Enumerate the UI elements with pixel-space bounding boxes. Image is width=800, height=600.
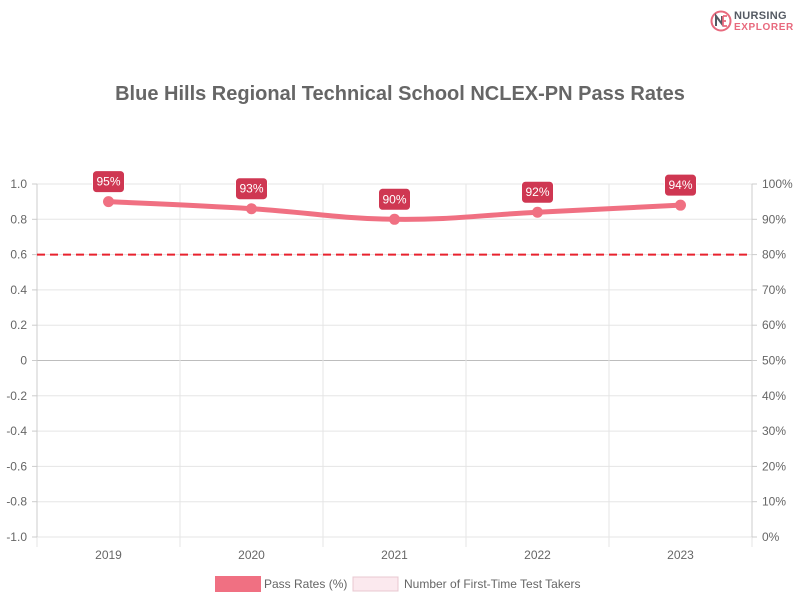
pass-rate-point[interactable] xyxy=(389,213,400,225)
y-left-tick-label: -0.4 xyxy=(6,424,27,438)
grid xyxy=(36,183,753,547)
data-label-badge xyxy=(378,187,411,211)
data-label-badge xyxy=(235,177,268,201)
y-left-tick-label: 1.0 xyxy=(10,177,27,191)
legend-swatch-pass-rates[interactable] xyxy=(215,576,261,592)
x-tick-label: 2023 xyxy=(667,548,694,562)
y-left-tick-label: -1.0 xyxy=(6,530,27,544)
legend-label-pass-rates[interactable]: Pass Rates (%) xyxy=(264,577,347,591)
axes: 1.0 100% 0.8 90% 0.6 80% 0.4 70% 0.2 60% 0 50% -0.2 4… xyxy=(6,177,793,562)
series-layer xyxy=(103,196,686,225)
data-label: 93% xyxy=(239,182,263,196)
y-left-tick-label: 0 xyxy=(20,354,27,368)
y-right-tick-label: 40% xyxy=(762,389,786,403)
y-right-tick-label: 0% xyxy=(762,530,780,544)
brand-name-top: NURSING xyxy=(734,10,787,22)
pass-rate-point[interactable] xyxy=(103,196,114,208)
y-left-tick-label: 0.2 xyxy=(10,318,27,332)
pass-rate-point[interactable] xyxy=(532,206,543,218)
y-right-tick-label: 50% xyxy=(762,354,786,368)
legend-label-test-takers[interactable]: Number of First-Time Test Takers xyxy=(404,577,580,591)
brand-name-bottom: EXPLORER xyxy=(734,22,794,33)
y-right-tick-label: 10% xyxy=(762,495,786,509)
x-tick-label: 2020 xyxy=(238,548,265,562)
y-left-tick-label: 0.4 xyxy=(10,283,27,297)
y-right-tick-label: 20% xyxy=(762,459,786,473)
y-left-tick-label: 0.8 xyxy=(10,212,27,226)
y-right-tick-label: 70% xyxy=(762,283,786,297)
data-labels: 95% 93% 90% 92% 94% xyxy=(92,170,697,211)
data-label: 95% xyxy=(96,175,120,189)
data-label: 90% xyxy=(382,192,406,206)
y-left-tick-label: -0.6 xyxy=(6,459,27,473)
y-left-tick-label: -0.8 xyxy=(6,495,27,509)
data-label-badge xyxy=(92,170,125,194)
y-left-tick-label: 0.6 xyxy=(10,248,27,262)
data-label-badge xyxy=(521,180,554,204)
y-right-tick-label: 60% xyxy=(762,318,786,332)
x-tick-label: 2021 xyxy=(381,548,408,562)
chart-title: Blue Hills Regional Technical School NCL… xyxy=(115,83,685,105)
brand-logo: NURSING EXPLORER xyxy=(710,8,796,34)
data-label-badge xyxy=(664,173,697,197)
y-right-tick-label: 30% xyxy=(762,424,786,438)
x-tick-label: 2022 xyxy=(524,548,551,562)
x-tick-label: 2019 xyxy=(95,548,122,562)
y-right-tick-label: 80% xyxy=(762,248,786,262)
y-right-tick-label: 90% xyxy=(762,212,786,226)
nursing-explorer-logo-icon xyxy=(710,10,732,32)
legend[interactable]: Pass Rates (%) Number of First-Time Test … xyxy=(215,576,580,592)
data-label: 92% xyxy=(525,185,549,199)
data-label: 94% xyxy=(668,178,692,192)
legend-swatch-test-takers[interactable] xyxy=(352,576,399,592)
y-left-tick-label: -0.2 xyxy=(6,389,27,403)
pass-rate-point[interactable] xyxy=(246,203,257,215)
y-right-tick-label: 100% xyxy=(762,177,793,191)
pass-rate-point[interactable] xyxy=(675,199,686,211)
